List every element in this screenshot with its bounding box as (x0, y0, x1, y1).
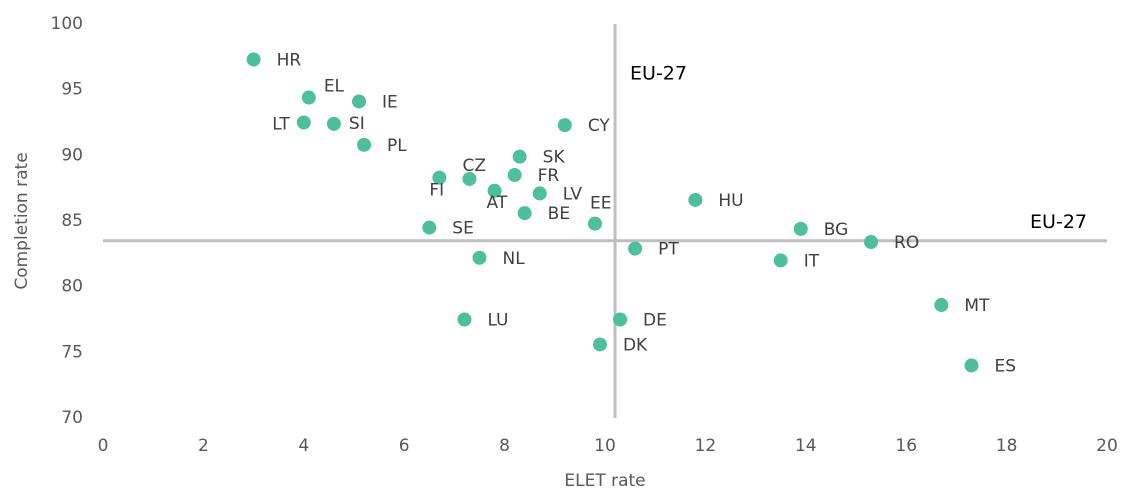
y-tick-label: 80 (61, 277, 83, 297)
point-label: SK (543, 148, 566, 168)
y-tick-label: 95 (61, 80, 83, 100)
x-tick-label: 10 (594, 436, 616, 456)
x-tick-label: 16 (895, 436, 917, 456)
point (246, 52, 261, 67)
point (422, 220, 437, 235)
x-tick-label: 4 (298, 436, 309, 456)
x-tick-label: 6 (399, 436, 410, 456)
point-label: MT (964, 296, 990, 316)
point-label: IE (382, 92, 398, 112)
y-tick-label: 100 (51, 14, 83, 34)
y-tick-label: 70 (61, 408, 83, 428)
point-label: CZ (462, 156, 486, 176)
point-label: LT (272, 115, 290, 135)
point-label: FR (538, 166, 560, 186)
x-tick-label: 18 (996, 436, 1018, 456)
point-label: BG (824, 220, 849, 240)
point (357, 137, 372, 152)
point-label: FI (429, 181, 444, 201)
point (301, 90, 316, 105)
x-tick-label: 8 (499, 436, 510, 456)
point (507, 168, 522, 183)
reference-label: EU-27 (630, 63, 687, 85)
point (296, 115, 311, 130)
y-axis-label: Completion rate (12, 152, 32, 289)
point (613, 312, 628, 327)
point-label: LU (487, 311, 508, 331)
point (934, 298, 949, 313)
point (457, 312, 472, 327)
point-label: DE (643, 311, 667, 331)
point-label: ES (994, 356, 1016, 376)
point (326, 116, 341, 131)
point-label: HU (718, 191, 743, 211)
point (773, 253, 788, 268)
point-label: HR (277, 50, 302, 70)
point (557, 118, 572, 133)
point (628, 241, 643, 256)
point-label: PL (387, 136, 407, 156)
x-axis-label: ELET rate (564, 471, 645, 491)
point (688, 192, 703, 207)
x-tick-label: 14 (795, 436, 817, 456)
point (462, 171, 477, 186)
x-tick-label: 12 (695, 436, 717, 456)
point (432, 170, 447, 185)
point-label: SE (452, 219, 474, 239)
point (587, 216, 602, 231)
point (517, 206, 532, 221)
point-label: AT (487, 193, 508, 213)
y-tick-label: 75 (61, 342, 83, 362)
point (592, 337, 607, 352)
point-label: BE (548, 204, 570, 224)
x-tick-label: 2 (198, 436, 209, 456)
point-label: DK (623, 335, 648, 355)
point-label: CY (588, 116, 611, 136)
point-label: NL (503, 249, 526, 269)
point (472, 250, 487, 265)
y-tick-label: 90 (61, 145, 83, 165)
point-label: IT (804, 251, 820, 271)
point (964, 358, 979, 373)
point-label: PT (658, 240, 679, 260)
point-label: EL (324, 77, 345, 97)
point (512, 149, 527, 164)
point-label: LV (563, 184, 583, 204)
point-label: EE (590, 194, 611, 214)
point (352, 94, 367, 109)
x-tick-label: 0 (98, 436, 109, 456)
point (864, 235, 879, 250)
reference-label: EU-27 (1030, 211, 1087, 233)
point (487, 183, 502, 198)
point-label: SI (349, 114, 365, 134)
point-label: RO (894, 233, 919, 253)
point (793, 221, 808, 236)
x-tick-label: 20 (1096, 436, 1118, 456)
y-tick-label: 85 (61, 211, 83, 231)
point (532, 186, 547, 201)
